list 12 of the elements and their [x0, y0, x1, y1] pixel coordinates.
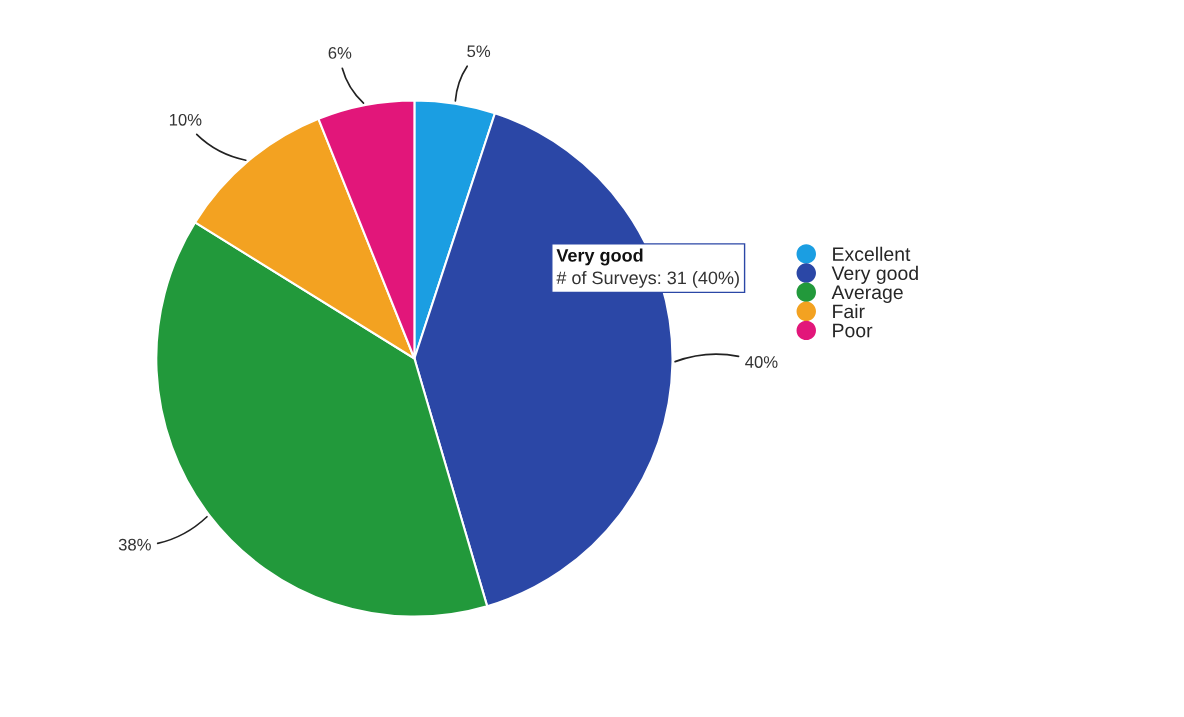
legend-label: Average: [831, 285, 903, 304]
legend-label: Fair: [833, 304, 865, 319]
legend-label: Excellent: [833, 246, 911, 261]
data-label: 5%: [467, 45, 491, 58]
text: # of Surveys: 31 (40%): [556, 270, 739, 288]
legend-label: Very good: [831, 265, 918, 284]
text: Very good: [556, 248, 643, 266]
data-label: 10%: [169, 113, 202, 126]
data-label: 6%: [328, 47, 352, 59]
data-label: 38%: [118, 538, 151, 551]
data-label: 40%: [745, 356, 778, 368]
legend-label: Poor: [833, 323, 873, 338]
